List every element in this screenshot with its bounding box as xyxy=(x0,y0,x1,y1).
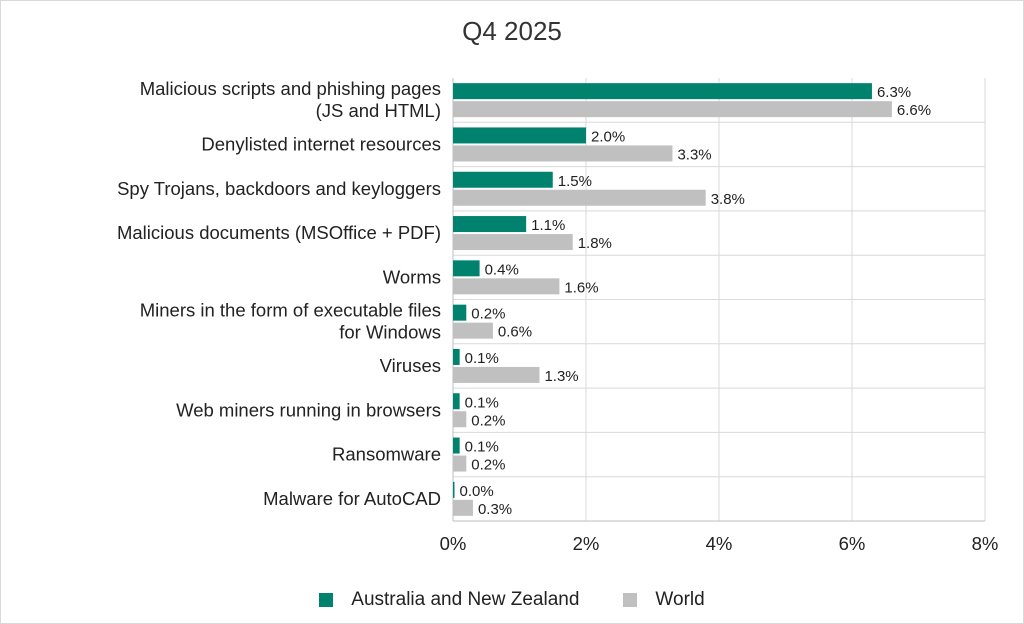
bar-world xyxy=(453,455,467,472)
bar-australia-nz xyxy=(453,83,872,100)
data-label: 0.3% xyxy=(478,501,512,518)
bar-australia-nz xyxy=(453,260,480,277)
category-label: Malicious scripts and phishing pages xyxy=(140,78,441,99)
category-label: (JS and HTML) xyxy=(316,100,441,121)
bar-australia-nz xyxy=(453,348,460,365)
bar-australia-nz xyxy=(453,437,460,454)
legend-item-australia-nz: Australia and New Zealand xyxy=(319,589,579,611)
chart-title: Q4 2025 xyxy=(462,16,562,46)
bar-world xyxy=(453,278,560,295)
bar-australia-nz xyxy=(453,304,467,321)
data-label: 3.8% xyxy=(711,191,745,208)
data-label: 1.1% xyxy=(531,217,565,234)
category-label: Malware for AutoCAD xyxy=(263,488,441,509)
data-label: 3.3% xyxy=(677,146,711,163)
category-label: Miners in the form of executable files xyxy=(140,300,441,321)
bar-world xyxy=(453,145,673,162)
bar-australia-nz xyxy=(453,393,460,410)
category-label: Denylisted internet resources xyxy=(201,133,441,154)
bar-world xyxy=(453,411,467,428)
category-label: for Windows xyxy=(339,322,441,343)
bar-australia-nz xyxy=(453,127,586,144)
data-label: 0.1% xyxy=(465,394,499,411)
data-label: 1.6% xyxy=(564,279,598,296)
bar-world xyxy=(453,366,540,383)
data-label: 6.6% xyxy=(897,102,931,119)
bar-australia-nz xyxy=(453,481,455,498)
bar-world xyxy=(453,322,493,339)
legend-label-world: World xyxy=(655,589,705,610)
category-label: Worms xyxy=(383,266,441,287)
bar-world xyxy=(453,234,573,251)
data-label: 1.8% xyxy=(578,235,612,252)
data-label: 0.6% xyxy=(498,324,532,341)
bar-world xyxy=(453,189,706,206)
x-tick-label: 8% xyxy=(972,533,999,554)
x-tick-label: 0% xyxy=(440,533,467,554)
data-label: 0.4% xyxy=(485,261,519,278)
data-label: 0.2% xyxy=(471,306,505,323)
category-label: Web miners running in browsers xyxy=(176,399,441,420)
data-label: 0.0% xyxy=(460,483,494,500)
data-label: 2.0% xyxy=(591,128,625,145)
data-label: 1.5% xyxy=(558,173,592,190)
category-label: Spy Trojans, backdoors and keyloggers xyxy=(117,178,441,199)
data-label: 0.1% xyxy=(465,350,499,367)
bar-australia-nz xyxy=(453,216,527,233)
bar-world xyxy=(453,499,473,516)
x-tick-label: 6% xyxy=(839,533,866,554)
data-label: 1.3% xyxy=(544,368,578,385)
x-tick-label: 4% xyxy=(706,533,733,554)
data-label: 6.3% xyxy=(877,84,911,101)
category-label: Ransomware xyxy=(332,444,441,465)
legend-swatch-world xyxy=(623,593,638,607)
bar-world xyxy=(453,101,892,118)
x-tick-label: 2% xyxy=(573,533,600,554)
bar-australia-nz xyxy=(453,171,553,188)
legend: Australia and New Zealand World xyxy=(0,589,1024,611)
legend-label-australia-nz: Australia and New Zealand xyxy=(351,589,580,610)
legend-swatch-australia-nz xyxy=(319,593,334,607)
data-label: 0.2% xyxy=(471,457,505,474)
category-label: Viruses xyxy=(380,355,441,376)
data-label: 0.1% xyxy=(465,439,499,456)
legend-item-world: World xyxy=(623,589,705,611)
data-label: 0.2% xyxy=(471,412,505,429)
category-label: Malicious documents (MSOffice + PDF) xyxy=(117,222,441,243)
